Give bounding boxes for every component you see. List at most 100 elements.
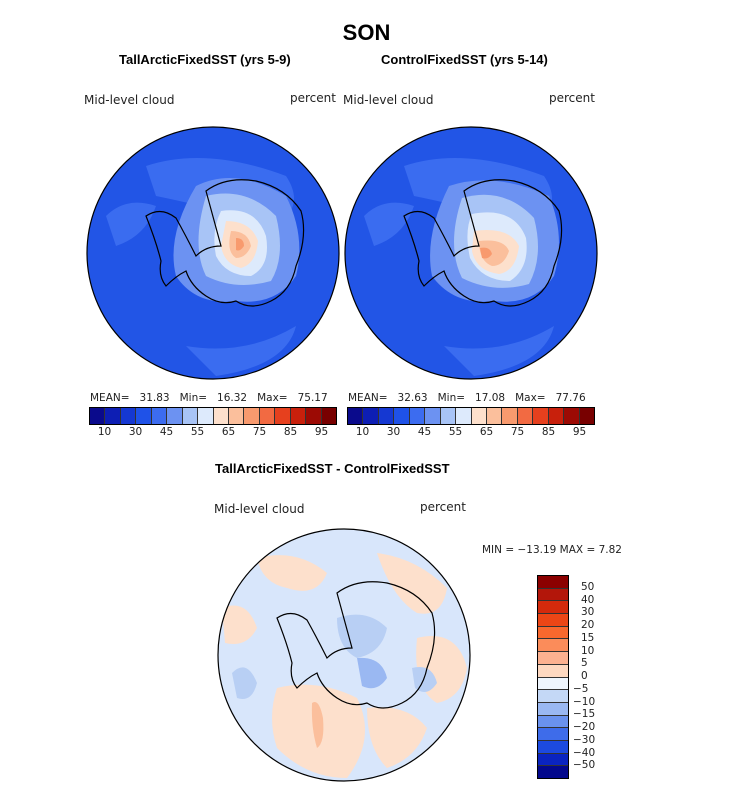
colorbar-tick-label: 30 [128,426,143,438]
colorbar-swatch [151,408,168,424]
right-units-label: percent [549,91,595,105]
colorbar-tick-label: −50 [573,759,596,772]
colorbar-swatch [259,408,276,424]
colorbar-swatch [538,728,568,741]
colorbar-tick-label: −40 [573,746,596,759]
diff-variable-label: Mid-level cloud [214,502,305,516]
left-variable-label: Mid-level cloud [84,93,175,107]
diff-panel-title: TallArcticFixedSST - ControlFixedSST [215,461,450,476]
colorbar-tick-label: 30 [386,426,401,438]
colorbar-tick-label: 55 [448,426,463,438]
left-polar-map [86,126,340,380]
colorbar-swatch [538,588,568,602]
right-stats: MEAN= 32.63 Min= 17.08 Max= 77.76 [348,392,586,404]
colorbar-swatch [425,408,441,424]
right-panel-title: ControlFixedSST (yrs 5-14) [381,52,548,67]
colorbar-tick-label: 45 [417,426,432,438]
colorbar-swatch [548,408,565,424]
colorbar-swatch [471,408,487,424]
colorbar-swatch [136,408,152,424]
left-panel-title: TallArcticFixedSST (yrs 5-9) [119,52,291,67]
colorbar-swatch [517,408,534,424]
colorbar-swatch [182,408,199,424]
colorbar-tick-label: 65 [221,426,236,438]
colorbar-tick-label: −15 [573,708,596,721]
colorbar-swatch [538,690,568,703]
colorbar-tick-label: 95 [572,426,587,438]
diff-minmax: MIN = −13.19 MAX = 7.82 [482,544,622,556]
colorbar-swatch [564,408,580,424]
left-colorbar [89,407,337,425]
left-units-label: percent [290,91,336,105]
colorbar-swatch [394,408,410,424]
colorbar-swatch [409,408,426,424]
colorbar-swatch [275,408,291,424]
colorbar-swatch [538,614,568,627]
colorbar-swatch [538,639,568,653]
right-colorbar [347,407,595,425]
colorbar-tick-label: 85 [541,426,556,438]
colorbar-swatch [90,408,106,424]
colorbar-swatch [363,408,379,424]
colorbar-swatch [440,408,457,424]
colorbar-tick-label: 5 [581,657,588,670]
colorbar-tick-label: 15 [581,631,595,644]
colorbar-swatch [538,715,568,729]
colorbar-swatch [105,408,121,424]
colorbar-swatch [348,408,364,424]
colorbar-tick-label: 75 [510,426,525,438]
diff-polar-map [217,528,471,782]
diff-units-label: percent [420,500,466,514]
colorbar-swatch [167,408,183,424]
figure-title: SON [342,20,391,45]
colorbar-swatch [538,601,568,615]
colorbar-swatch [321,408,336,424]
colorbar-tick-label: 55 [190,426,205,438]
colorbar-swatch [198,408,214,424]
colorbar-tick-label: −20 [573,721,596,733]
colorbar-tick-label: 50 [581,580,595,593]
colorbar-swatch [456,408,472,424]
colorbar-swatch [538,753,568,767]
colorbar-tick-label: 10 [355,426,370,438]
colorbar-swatch [290,408,307,424]
right-variable-label: Mid-level cloud [343,93,434,107]
colorbar-tick-label: 40 [581,593,595,606]
colorbar-swatch [228,408,245,424]
colorbar-swatch [378,408,395,424]
colorbar-tick-label: 10 [581,644,595,657]
colorbar-tick-label: 20 [581,619,595,631]
colorbar-tick-label: 65 [479,426,494,438]
colorbar-tick-label: −5 [573,682,589,695]
colorbar-swatch [538,664,568,678]
colorbar-swatch [538,626,568,640]
colorbar-tick-label: −10 [573,695,596,708]
colorbar-swatch [533,408,549,424]
left-stats: MEAN= 31.83 Min= 16.32 Max= 75.17 [90,392,328,404]
colorbar-swatch [538,702,568,716]
colorbar-tick-label: 85 [283,426,298,438]
colorbar-swatch [213,408,229,424]
colorbar-swatch [538,576,568,589]
colorbar-swatch [306,408,322,424]
colorbar-tick-label: −30 [573,733,596,746]
right-polar-map [344,126,598,380]
diff-colorbar-ticks: 50 40 30 20 15 10 5 0 −5 −10 −15 −20 −30 −40 −50 [573,575,613,777]
colorbar-swatch [502,408,518,424]
colorbar-tick-label: 45 [159,426,174,438]
colorbar-tick-label: 75 [252,426,267,438]
colorbar-tick-label: 95 [314,426,329,438]
colorbar-tick-label: 0 [581,670,588,682]
colorbar-swatch [579,408,594,424]
colorbar-swatch [120,408,137,424]
colorbar-swatch [538,740,568,754]
right-colorbar-ticks: 10 30 45 55 65 75 85 95 [347,426,593,440]
diff-colorbar [537,575,569,779]
colorbar-swatch [244,408,260,424]
colorbar-swatch [486,408,503,424]
colorbar-tick-label: 30 [581,606,595,619]
colorbar-tick-label: 10 [97,426,112,438]
colorbar-swatch [538,652,568,665]
colorbar-swatch [538,677,568,691]
left-colorbar-ticks: 10 30 45 55 65 75 85 95 [89,426,335,440]
